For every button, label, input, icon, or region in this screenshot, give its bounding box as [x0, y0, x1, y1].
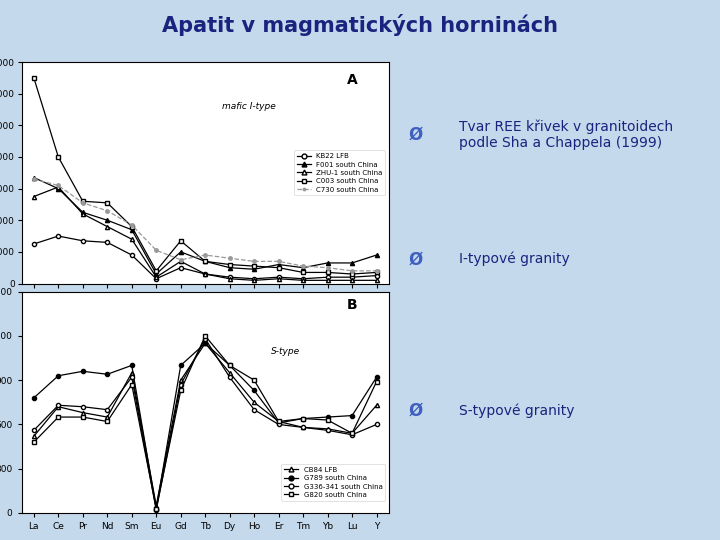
Legend: KB22 LFB, F001 south China, ZHU-1 south China, C003 south China, C730 south Chin: KB22 LFB, F001 south China, ZHU-1 south …: [294, 150, 385, 195]
Legend: CB84 LFB, G789 south China, G336-341 south China, G820 south China: CB84 LFB, G789 south China, G336-341 sou…: [282, 464, 385, 501]
Text: I-typové granity: I-typové granity: [459, 252, 570, 266]
Text: B: B: [347, 298, 357, 312]
Text: Ø: Ø: [409, 401, 423, 420]
Text: S-type: S-type: [271, 347, 300, 356]
Text: Ø: Ø: [409, 126, 423, 144]
Text: mafic I-type: mafic I-type: [222, 102, 276, 111]
Text: S-typové granity: S-typové granity: [459, 403, 575, 417]
Text: Tvar REE křivek v granitoidech
podle Sha a Chappela (1999): Tvar REE křivek v granitoidech podle Sha…: [459, 120, 673, 150]
Text: Apatit v magmatických horninách: Apatit v magmatických horninách: [162, 14, 558, 36]
Text: A: A: [347, 73, 357, 87]
Text: Ø: Ø: [409, 250, 423, 268]
